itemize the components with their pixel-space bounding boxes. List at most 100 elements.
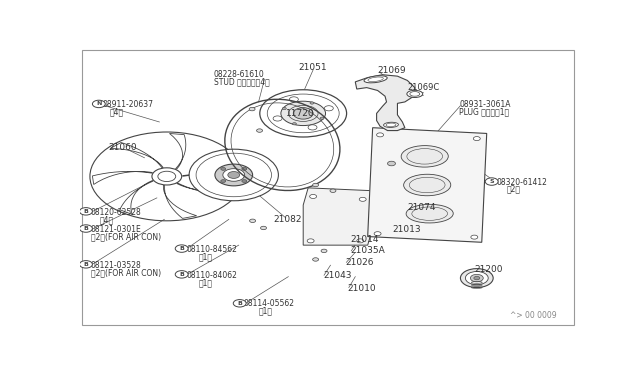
Circle shape bbox=[359, 197, 366, 201]
Ellipse shape bbox=[407, 90, 423, 97]
Circle shape bbox=[221, 180, 226, 183]
Text: PLUG プラグ（1）: PLUG プラグ（1） bbox=[460, 108, 509, 116]
Circle shape bbox=[292, 123, 296, 125]
Circle shape bbox=[293, 108, 313, 119]
Circle shape bbox=[471, 235, 478, 239]
Circle shape bbox=[260, 226, 266, 230]
Text: 21082: 21082 bbox=[273, 215, 302, 224]
Circle shape bbox=[228, 171, 240, 179]
Polygon shape bbox=[163, 185, 196, 218]
Text: （4）: （4） bbox=[100, 215, 114, 224]
Text: 21026: 21026 bbox=[346, 258, 374, 267]
Text: 08121-03528: 08121-03528 bbox=[91, 261, 141, 270]
Circle shape bbox=[273, 116, 282, 121]
Circle shape bbox=[242, 180, 247, 183]
Text: 08228-61610: 08228-61610 bbox=[214, 70, 265, 79]
Circle shape bbox=[312, 258, 319, 261]
Text: B: B bbox=[83, 226, 88, 231]
Text: （1）: （1） bbox=[259, 307, 273, 315]
Circle shape bbox=[312, 183, 319, 187]
Circle shape bbox=[460, 269, 493, 288]
Ellipse shape bbox=[314, 196, 337, 214]
Text: 21010: 21010 bbox=[348, 283, 376, 293]
Text: 08114-05562: 08114-05562 bbox=[244, 299, 294, 308]
Ellipse shape bbox=[364, 76, 387, 83]
Text: 08110-84062: 08110-84062 bbox=[187, 271, 237, 280]
Polygon shape bbox=[92, 171, 152, 185]
Polygon shape bbox=[303, 188, 372, 245]
Circle shape bbox=[485, 178, 498, 185]
Circle shape bbox=[465, 272, 488, 285]
Text: 21035A: 21035A bbox=[350, 246, 385, 255]
Circle shape bbox=[324, 106, 333, 111]
Circle shape bbox=[79, 261, 92, 268]
Circle shape bbox=[310, 195, 317, 198]
Circle shape bbox=[321, 249, 327, 253]
Text: 21013: 21013 bbox=[392, 225, 421, 234]
Text: 08320-61412: 08320-61412 bbox=[497, 178, 547, 187]
Text: 08931-3061A: 08931-3061A bbox=[460, 100, 511, 109]
Text: 21069: 21069 bbox=[378, 66, 406, 75]
Text: 21074: 21074 bbox=[408, 203, 436, 212]
Ellipse shape bbox=[260, 90, 347, 137]
Text: 08120-62528: 08120-62528 bbox=[91, 208, 141, 217]
Circle shape bbox=[310, 102, 314, 104]
Text: 21069C: 21069C bbox=[408, 83, 440, 92]
FancyBboxPatch shape bbox=[83, 50, 573, 326]
Text: ^> 00 0009: ^> 00 0009 bbox=[509, 311, 556, 320]
Circle shape bbox=[79, 225, 92, 232]
Circle shape bbox=[330, 189, 336, 192]
Circle shape bbox=[374, 232, 381, 236]
Circle shape bbox=[320, 117, 324, 119]
Text: （1）: （1） bbox=[199, 252, 213, 261]
Circle shape bbox=[356, 239, 364, 243]
Text: B: B bbox=[237, 301, 242, 306]
Polygon shape bbox=[355, 75, 415, 131]
Circle shape bbox=[223, 169, 244, 181]
Polygon shape bbox=[177, 183, 239, 196]
Text: 21051: 21051 bbox=[299, 63, 328, 72]
Circle shape bbox=[470, 275, 483, 282]
Circle shape bbox=[175, 271, 188, 278]
Ellipse shape bbox=[328, 202, 348, 219]
Circle shape bbox=[308, 125, 317, 130]
Circle shape bbox=[215, 164, 253, 186]
Circle shape bbox=[221, 167, 226, 170]
Text: B: B bbox=[83, 209, 88, 214]
Ellipse shape bbox=[401, 145, 448, 167]
Circle shape bbox=[257, 129, 262, 132]
Circle shape bbox=[307, 239, 314, 243]
Text: 21060: 21060 bbox=[109, 143, 138, 152]
Circle shape bbox=[92, 100, 106, 108]
Polygon shape bbox=[170, 134, 186, 169]
Circle shape bbox=[233, 299, 246, 307]
Text: B: B bbox=[83, 262, 88, 267]
Text: （1）: （1） bbox=[199, 278, 213, 287]
Circle shape bbox=[474, 276, 480, 280]
Circle shape bbox=[242, 167, 247, 170]
Text: 21200: 21200 bbox=[474, 265, 503, 274]
Text: 21014: 21014 bbox=[350, 235, 379, 244]
Circle shape bbox=[79, 208, 92, 215]
Text: 11720: 11720 bbox=[286, 109, 314, 118]
Circle shape bbox=[282, 108, 286, 110]
Circle shape bbox=[388, 161, 396, 166]
Text: 08110-84562: 08110-84562 bbox=[187, 245, 237, 254]
Ellipse shape bbox=[343, 212, 358, 224]
Circle shape bbox=[319, 202, 332, 208]
Polygon shape bbox=[110, 142, 163, 168]
Text: （4）: （4） bbox=[110, 108, 124, 116]
Polygon shape bbox=[182, 151, 234, 176]
Text: STUD スタック（4）: STUD スタック（4） bbox=[214, 77, 269, 86]
Polygon shape bbox=[120, 180, 153, 214]
Circle shape bbox=[474, 137, 480, 141]
Circle shape bbox=[250, 219, 255, 222]
Ellipse shape bbox=[281, 101, 326, 126]
Polygon shape bbox=[367, 128, 486, 242]
Text: （2）(FOR AIR CON): （2）(FOR AIR CON) bbox=[91, 232, 161, 241]
Ellipse shape bbox=[404, 174, 451, 196]
Text: 08911-20637: 08911-20637 bbox=[102, 100, 154, 109]
Text: B: B bbox=[179, 246, 184, 251]
Text: B: B bbox=[179, 272, 184, 277]
Text: 21043: 21043 bbox=[323, 271, 351, 280]
